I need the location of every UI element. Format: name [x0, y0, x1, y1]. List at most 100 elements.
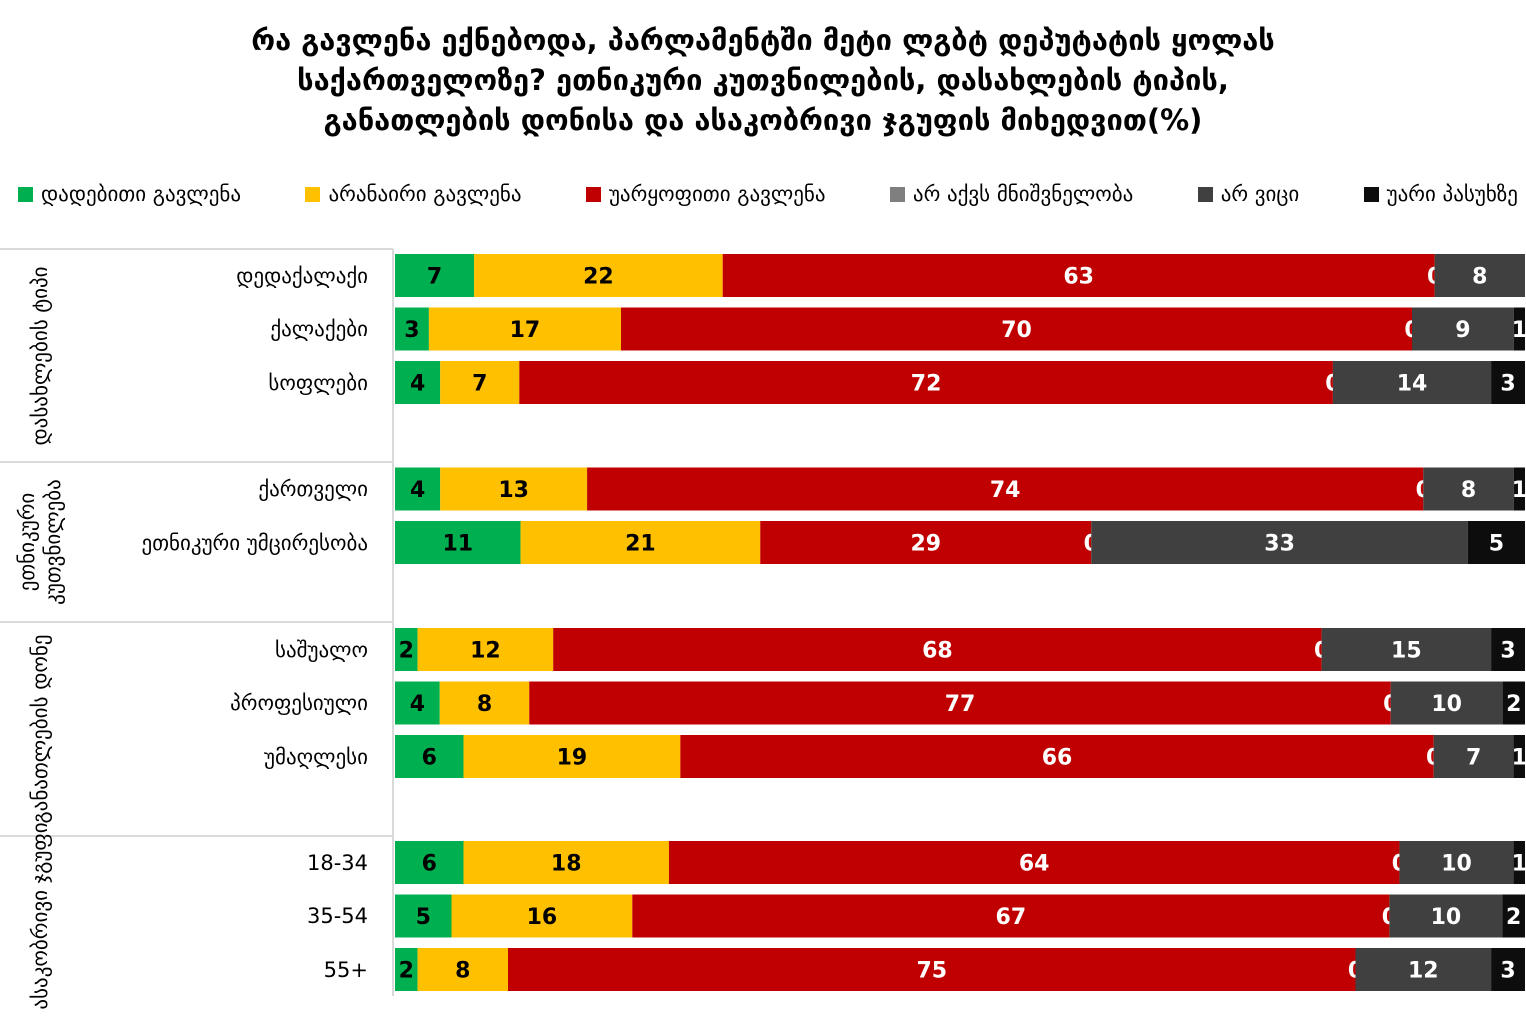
- data-label: 7: [472, 372, 487, 397]
- category-label: უმაღლესი: [264, 744, 368, 769]
- data-label: 8: [1472, 265, 1487, 290]
- data-label: 12: [470, 639, 501, 664]
- data-label: 21: [625, 532, 656, 557]
- bar-segment: [395, 254, 475, 297]
- legend-label: უარი პასუხზე: [1386, 182, 1518, 206]
- category-label: პროფესიული: [230, 691, 368, 715]
- bar-segment: [1355, 948, 1492, 991]
- bar-segment: [1491, 628, 1525, 671]
- legend-swatch: [585, 186, 601, 202]
- category-label: ეთნიკური უმცირესობა: [141, 530, 368, 555]
- category-label: 55+: [323, 957, 368, 982]
- bar-segment: [621, 307, 1412, 351]
- data-label: 15: [1391, 639, 1422, 664]
- bar-segment: [1433, 735, 1514, 778]
- legend-label: არანაირი გავლენა: [328, 182, 522, 206]
- data-label: 2: [399, 959, 414, 984]
- data-label: 18: [551, 852, 582, 877]
- bar-segment: [1091, 521, 1468, 564]
- legend-swatch: [18, 186, 33, 202]
- data-label: 6: [422, 852, 437, 877]
- bar-segment: [508, 948, 1356, 991]
- data-label: 2: [1506, 905, 1521, 930]
- data-label: 67: [996, 905, 1027, 930]
- data-label: 12: [1408, 959, 1439, 984]
- data-label: 72: [911, 372, 942, 397]
- data-label: 74: [990, 478, 1021, 503]
- bar-segment: [680, 735, 1434, 778]
- bar-segment: [1513, 735, 1525, 778]
- data-label: 33: [1264, 532, 1295, 557]
- legend: დადებითი გავლენა არანაირი გავლენა უარყოფით…: [18, 182, 1518, 206]
- category-label: 35-54: [306, 904, 368, 928]
- bar-segment: [1390, 681, 1503, 725]
- data-label: 1: [1512, 318, 1526, 343]
- data-label: 29: [910, 532, 941, 557]
- bar-segment: [395, 521, 521, 564]
- data-label: 11: [442, 532, 473, 557]
- data-label: 2: [1506, 692, 1521, 717]
- bar-segment: [428, 307, 621, 351]
- data-label: 4: [410, 372, 425, 397]
- legend-item: არანაირი გავლენა: [305, 182, 522, 206]
- bar-segment: [395, 841, 464, 884]
- category-label: ქალაქები: [270, 317, 368, 341]
- group-label: დასახლების ტიპი: [28, 266, 52, 445]
- category-label: ქართველი: [258, 477, 368, 501]
- data-label: 70: [1001, 318, 1032, 343]
- data-label: 8: [455, 959, 470, 984]
- bar-segment: [1321, 628, 1492, 671]
- bar-segment: [760, 521, 1092, 564]
- data-label: 3: [404, 318, 419, 343]
- bar-segment: [463, 735, 681, 778]
- data-label: 77: [945, 692, 976, 717]
- bar-segment: [1502, 894, 1525, 938]
- bar-segment: [1502, 681, 1525, 725]
- data-label: 64: [1019, 852, 1050, 877]
- data-label: 22: [583, 265, 614, 290]
- legend-swatch: [1363, 186, 1379, 202]
- legend-label: არ ვიცი: [1220, 182, 1300, 206]
- data-label: 3: [1500, 959, 1515, 984]
- data-label: 66: [1042, 746, 1073, 771]
- bar-segment: [1491, 948, 1525, 991]
- data-label: 1: [1512, 746, 1526, 771]
- bar-segment: [1491, 361, 1525, 404]
- data-label: 8: [1461, 478, 1476, 503]
- data-label: 16: [527, 905, 558, 930]
- data-label: 63: [1063, 265, 1094, 290]
- data-label: 75: [916, 959, 947, 984]
- bar-segment: [587, 467, 1424, 511]
- bar-segment: [520, 521, 761, 564]
- category-label: დედაქალაქი: [236, 263, 368, 288]
- legend-swatch: [305, 186, 321, 202]
- data-label: 13: [498, 478, 529, 503]
- legend-item: არ ვიცი: [1197, 182, 1300, 206]
- bar-segment: [1389, 894, 1503, 938]
- legend-item: უარი პასუხზე: [1363, 182, 1518, 206]
- category-label: სოფლები: [268, 370, 368, 395]
- group-label: განათლების დონე: [28, 634, 52, 824]
- bar-segment: [395, 307, 429, 351]
- category-label: 18-34: [306, 850, 368, 875]
- data-label: 4: [410, 478, 425, 503]
- legend-label: უარყოფითი გავლენა: [608, 182, 826, 206]
- bar-segment: [440, 361, 520, 404]
- bar-segment: [519, 361, 1333, 404]
- data-label: 17: [510, 318, 541, 343]
- bar-segment: [440, 467, 588, 511]
- data-label: 3: [1500, 372, 1515, 397]
- data-label: 6: [422, 746, 437, 771]
- data-label: 68: [922, 639, 953, 664]
- bar-segment: [395, 894, 452, 938]
- data-label: 4: [410, 692, 425, 717]
- data-label: 1: [1512, 478, 1526, 503]
- legend-item: არ აქვს მნიშვნელობა: [889, 182, 1133, 206]
- bar-segment: [553, 628, 1322, 671]
- bar-segment: [722, 254, 1435, 297]
- data-label: 3: [1500, 639, 1515, 664]
- group-label: ასაკობრივი ჯგუფი: [28, 822, 52, 1010]
- bar-segment: [463, 841, 669, 884]
- bar-segment: [395, 361, 441, 404]
